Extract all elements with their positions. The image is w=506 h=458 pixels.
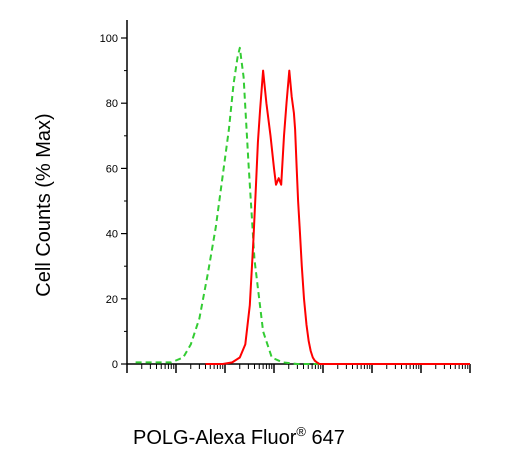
x-axis-title-suffix: 647: [306, 427, 345, 449]
y-tick-label: 80: [106, 98, 118, 110]
y-tick-label: 60: [106, 163, 118, 175]
y-axis-title: Cell Counts (% Max): [33, 113, 55, 296]
series-dashed-line: [135, 46, 470, 365]
y-tick-label: 0: [112, 359, 118, 371]
series-solid-line: [205, 69, 470, 365]
x-axis-title-main: POLG-Alexa Fluor: [133, 427, 297, 449]
y-tick-label: 40: [106, 229, 118, 241]
x-axis-title: POLG-Alexa Fluor® 647: [133, 424, 345, 449]
x-axis: [126, 363, 471, 373]
y-tick-label: 20: [106, 294, 118, 306]
y-tick-label: 100: [100, 33, 118, 45]
series-layer: [135, 46, 470, 365]
y-axis: 0 20 40 60 80 100: [100, 20, 128, 371]
x-axis-title-sup: ®: [296, 424, 306, 439]
